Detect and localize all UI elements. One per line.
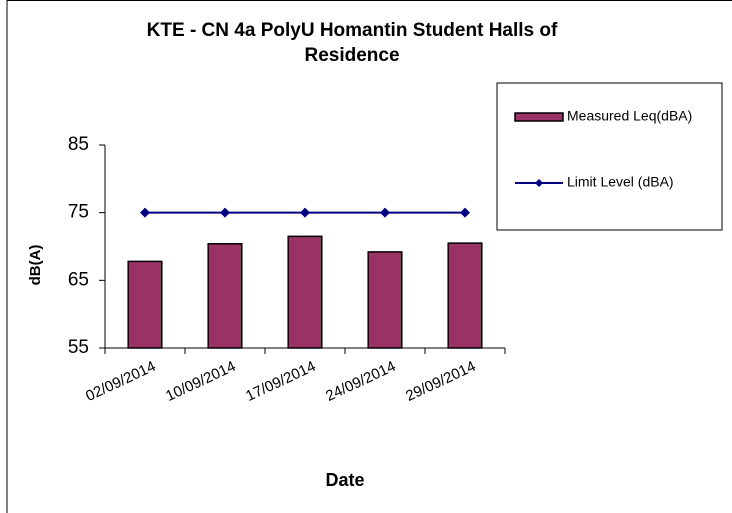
chart-title: KTE - CN 4a PolyU Homantin Student Halls…: [147, 20, 558, 41]
x-tick-label: 02/09/2014: [83, 358, 158, 405]
legend-marker: [535, 179, 543, 187]
x-tick-label: 24/09/2014: [323, 358, 398, 405]
line-marker: [380, 207, 390, 218]
chart-title: Residence: [304, 45, 399, 66]
line-marker: [220, 207, 230, 218]
legend-swatch: [514, 112, 564, 122]
line-marker: [460, 207, 470, 218]
bar: [367, 251, 403, 349]
bar: [127, 260, 163, 349]
legend-box: [496, 82, 723, 231]
x-tick-label: 29/09/2014: [403, 358, 478, 405]
x-tick-label: 10/09/2014: [163, 358, 238, 405]
x-axis-label: Date: [325, 470, 364, 490]
bar: [207, 243, 243, 349]
y-tick-label: 75: [68, 202, 89, 223]
y-tick-label: 85: [68, 134, 89, 155]
legend-label: Measured Leq(dBA): [567, 108, 692, 124]
line-marker: [300, 207, 310, 218]
y-tick-label: 55: [68, 337, 89, 358]
bar: [447, 242, 483, 349]
y-axis-label: dB(A): [27, 245, 44, 286]
line-marker: [140, 207, 150, 218]
x-tick-label: 17/09/2014: [243, 358, 318, 405]
bar: [287, 235, 323, 349]
y-tick-label: 65: [68, 269, 89, 290]
legend-label: Limit Level (dBA): [567, 174, 674, 190]
